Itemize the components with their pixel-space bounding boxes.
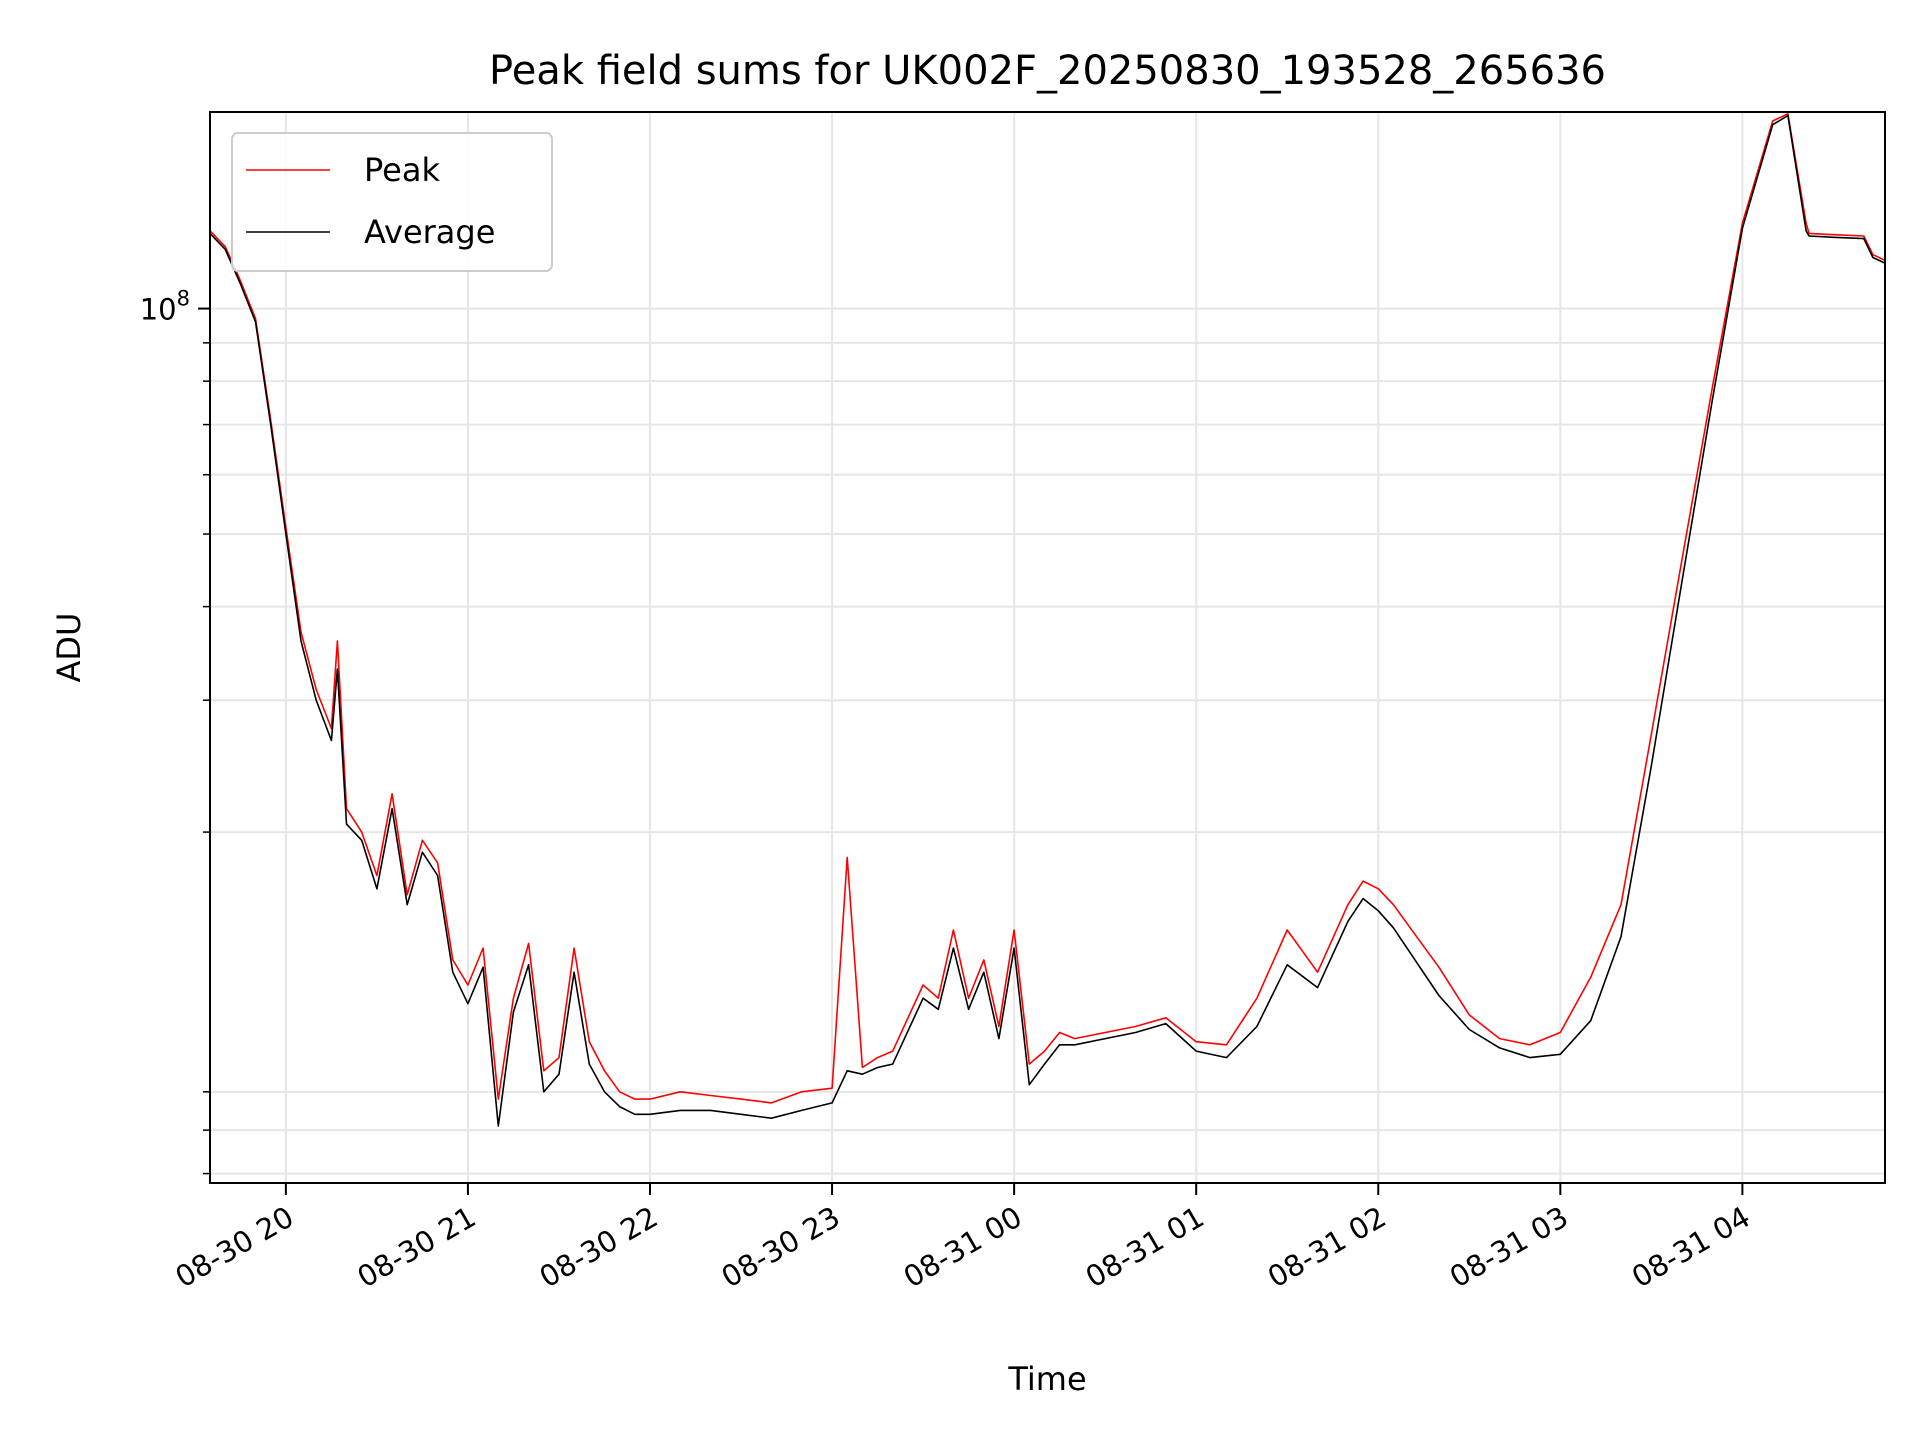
legend-label-peak: Peak <box>364 151 440 189</box>
series-line-peak <box>209 113 1886 1104</box>
legend: Peak Average <box>231 132 553 272</box>
y-axis-label: ADU <box>50 613 88 683</box>
series-line-average <box>209 114 1886 1127</box>
plot-frame <box>209 111 1886 1184</box>
legend-box <box>231 132 553 272</box>
y-tick-label: 108 <box>140 287 190 327</box>
y-tick-exponent: 8 <box>177 287 190 311</box>
chart-title: Peak field sums for UK002F_20250830_1935… <box>489 48 1606 94</box>
y-axis-ticks: 108 <box>140 287 210 1175</box>
series-layer <box>209 113 1886 1127</box>
y-tick-base: 10 <box>140 293 177 327</box>
x-axis-label: Time <box>1007 1360 1086 1398</box>
legend-label-average: Average <box>364 213 495 251</box>
grid <box>210 112 1885 1183</box>
